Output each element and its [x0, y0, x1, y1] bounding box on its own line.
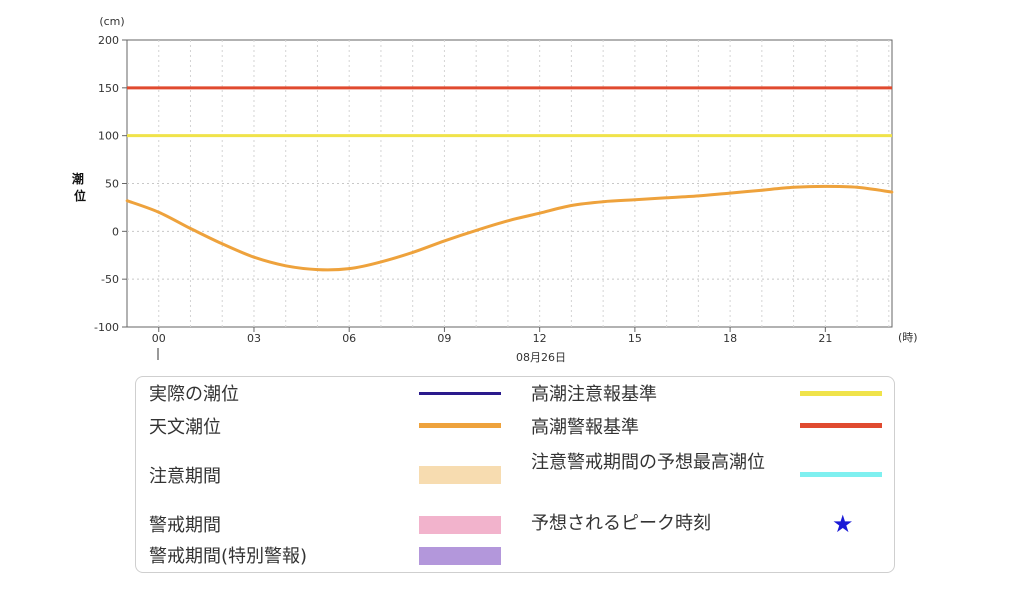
series-point [633, 198, 637, 202]
series-point [189, 227, 192, 230]
legend-swatch-storm-surge-advisory [800, 391, 882, 396]
series-point [601, 200, 605, 203]
x-tick-label: 00 [152, 332, 166, 345]
legend: 実際の潮位 天文潮位 注意期間 警戒期間 警戒期間(特別警報) 高潮注意報基準 … [135, 376, 895, 573]
x-tick-label: 12 [533, 332, 547, 345]
x-tick-label: 21 [818, 332, 832, 345]
y-tick-label: 200 [98, 34, 119, 47]
series-point [474, 229, 478, 232]
series-point [347, 267, 351, 270]
legend-label-caution-period: 注意期間 [149, 466, 221, 487]
series-point [824, 185, 827, 188]
series-point [125, 199, 129, 202]
series-point [890, 190, 894, 194]
series-point [570, 204, 573, 207]
legend-swatch-warning-period [419, 516, 501, 534]
legend-label-predicted-max-tide: 注意警戒期間の予想最高潮位 [531, 452, 765, 473]
y-unit-label: (cm) [99, 15, 124, 28]
series-point [443, 239, 446, 243]
series-point [855, 186, 859, 189]
series-point [506, 219, 510, 223]
series-point [697, 194, 700, 198]
y-axis-ticks: 200 150 100 50 0 -50 -100 [94, 34, 127, 334]
tide-chart: 200 150 100 50 0 -50 -100 00 03 06 09 12 15 18 21 (cm… [72, 15, 918, 364]
legend-swatch-caution-period [419, 466, 501, 484]
series-point [157, 210, 160, 214]
y-tick-label: 0 [112, 225, 119, 238]
legend-label-actual-tide: 実際の潮位 [149, 384, 239, 405]
x-unit-label: (時) [898, 331, 918, 344]
x-tick-label: 06 [342, 332, 356, 345]
series-point [665, 196, 668, 200]
legend-swatch-predicted-max-tide [800, 472, 882, 477]
y-tick-label: -50 [101, 273, 119, 286]
legend-swatch-astronomical-tide [419, 423, 501, 428]
series-point [252, 255, 256, 259]
legend-label-warning-period: 警戒期間 [149, 515, 221, 536]
series-layer [125, 184, 894, 272]
series-point [760, 188, 764, 192]
series-point [792, 186, 795, 189]
y-tick-label: 50 [105, 178, 119, 191]
legend-label-astronomical-tide: 天文潮位 [149, 417, 221, 438]
y-axis-title: 潮 位 [72, 171, 88, 203]
star-icon: ★ [832, 510, 854, 538]
y-tick-label: 150 [98, 82, 119, 95]
legend-swatch-storm-surge-warning [800, 423, 882, 428]
series-point [538, 211, 541, 215]
series-point [411, 251, 415, 254]
x-tick-label: 18 [723, 332, 737, 345]
threshold-layer [127, 86, 892, 138]
x-tick-label: 09 [437, 332, 451, 345]
legend-swatch-special-warning-period [419, 547, 501, 565]
x-tick-label: 15 [628, 332, 642, 345]
x-tick-label: 03 [247, 332, 261, 345]
legend-swatch-actual-tide [419, 392, 501, 395]
legend-label-storm-surge-warning: 高潮警報基準 [531, 417, 639, 438]
legend-label-special-warning-period: 警戒期間(特別警報) [149, 546, 308, 567]
series-point [220, 242, 224, 246]
y-tick-label: -100 [94, 321, 119, 334]
date-label: 08月26日 [516, 351, 566, 364]
x-axis-ticks: 00 03 06 09 12 15 18 21 [152, 327, 832, 345]
legend-label-storm-surge-advisory: 高潮注意報基準 [531, 384, 657, 405]
legend-label-predicted-peak-time: 予想されるピーク時刻 [531, 513, 711, 534]
series-point [316, 268, 319, 271]
y-tick-label: 100 [98, 130, 119, 143]
series-point [379, 260, 383, 264]
series-point [284, 264, 288, 268]
series-point [728, 191, 732, 195]
